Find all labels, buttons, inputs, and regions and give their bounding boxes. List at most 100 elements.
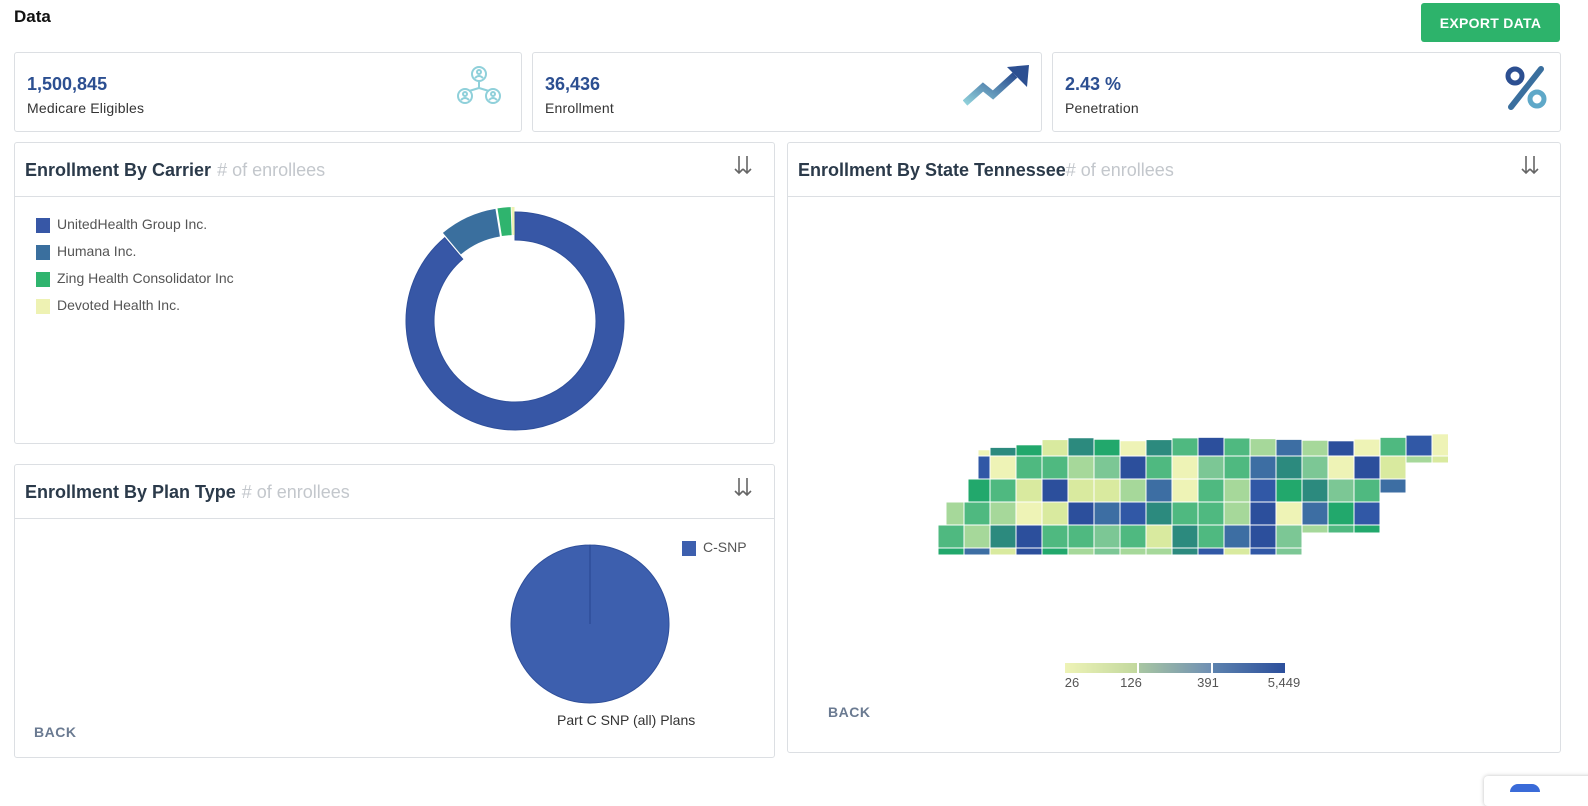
county-region[interactable] (1145, 524, 1173, 549)
county-region[interactable] (1197, 547, 1225, 556)
county-region[interactable] (1171, 524, 1199, 549)
pie-slice-zing-health-consolidator-inc[interactable] (497, 207, 512, 237)
county-region[interactable] (1327, 524, 1355, 534)
county-region[interactable] (989, 478, 1017, 503)
county-region[interactable] (1327, 501, 1355, 526)
county-region[interactable] (1223, 524, 1251, 549)
county-region[interactable] (1379, 478, 1407, 494)
county-region[interactable] (1275, 524, 1303, 549)
county-region[interactable] (963, 501, 991, 526)
county-region[interactable] (1301, 524, 1329, 534)
county-region[interactable] (1067, 455, 1095, 480)
county-region[interactable] (1249, 438, 1277, 457)
county-region[interactable] (989, 547, 1017, 556)
county-region[interactable] (1249, 501, 1277, 526)
pie-slice-humana-inc[interactable] (442, 208, 500, 255)
county-region[interactable] (1223, 478, 1251, 503)
county-region[interactable] (1379, 455, 1407, 480)
county-region[interactable] (1301, 478, 1329, 503)
county-region[interactable] (1223, 437, 1251, 457)
county-region[interactable] (1119, 440, 1147, 457)
county-region[interactable] (1327, 440, 1355, 457)
county-region[interactable] (1327, 478, 1355, 503)
county-region[interactable] (989, 524, 1017, 549)
county-region[interactable] (1197, 478, 1225, 503)
county-region[interactable] (1041, 439, 1069, 457)
county-region[interactable] (1015, 455, 1043, 480)
county-region[interactable] (1431, 433, 1448, 457)
sort-icon[interactable] (732, 476, 754, 498)
county-region[interactable] (1249, 455, 1277, 480)
county-region[interactable] (1353, 501, 1381, 526)
county-region[interactable] (1353, 478, 1381, 503)
county-region[interactable] (1405, 455, 1433, 464)
county-region[interactable] (967, 478, 991, 503)
county-region[interactable] (1249, 478, 1277, 503)
county-region[interactable] (1041, 524, 1069, 549)
county-region[interactable] (1067, 437, 1095, 457)
county-region[interactable] (1171, 547, 1199, 556)
county-region[interactable] (1015, 444, 1043, 457)
county-region[interactable] (1093, 455, 1121, 480)
county-region[interactable] (1275, 501, 1303, 526)
county-region[interactable] (1275, 478, 1303, 503)
county-region[interactable] (1405, 434, 1433, 457)
floating-widget[interactable] (1484, 776, 1588, 806)
county-region[interactable] (977, 455, 991, 480)
county-region[interactable] (1171, 437, 1199, 457)
county-region[interactable] (1301, 501, 1329, 526)
county-region[interactable] (1353, 438, 1381, 457)
county-region[interactable] (1223, 547, 1251, 556)
county-region[interactable] (1145, 439, 1173, 457)
county-region[interactable] (1431, 455, 1448, 464)
back-button[interactable]: BACK (34, 724, 77, 740)
county-region[interactable] (1353, 455, 1381, 480)
county-region[interactable] (989, 446, 1017, 457)
county-region[interactable] (1119, 478, 1147, 503)
sort-icon[interactable] (732, 154, 754, 176)
county-region[interactable] (1275, 438, 1303, 457)
county-region[interactable] (1223, 501, 1251, 526)
county-region[interactable] (977, 449, 991, 457)
pie-slice-unitedhealth-group-inc[interactable] (405, 211, 625, 431)
county-region[interactable] (1171, 455, 1199, 480)
county-region[interactable] (1171, 501, 1199, 526)
county-region[interactable] (963, 547, 991, 556)
pie-slice-devoted-health-inc[interactable] (511, 207, 515, 236)
county-region[interactable] (1197, 436, 1225, 457)
county-region[interactable] (1353, 524, 1381, 534)
county-region[interactable] (1119, 524, 1147, 549)
county-region[interactable] (1041, 478, 1069, 503)
county-region[interactable] (1093, 547, 1121, 556)
county-region[interactable] (1249, 547, 1277, 556)
county-region[interactable] (1015, 478, 1043, 503)
county-region[interactable] (1067, 501, 1095, 526)
county-region[interactable] (1015, 501, 1043, 526)
county-region[interactable] (1041, 455, 1069, 480)
county-region[interactable] (1119, 501, 1147, 526)
county-region[interactable] (1145, 478, 1173, 503)
county-region[interactable] (1093, 501, 1121, 526)
county-region[interactable] (938, 547, 965, 556)
county-region[interactable] (1119, 547, 1147, 556)
county-region[interactable] (1197, 455, 1225, 480)
back-button[interactable]: BACK (828, 704, 871, 720)
county-region[interactable] (1145, 501, 1173, 526)
county-region[interactable] (989, 455, 1017, 480)
export-data-button[interactable]: EXPORT DATA (1421, 3, 1560, 42)
county-region[interactable] (1093, 438, 1121, 457)
county-region[interactable] (1275, 547, 1303, 556)
county-region[interactable] (1275, 455, 1303, 480)
county-region[interactable] (1119, 455, 1147, 480)
county-region[interactable] (1301, 439, 1329, 457)
county-region[interactable] (1197, 524, 1225, 549)
county-region[interactable] (1067, 478, 1095, 503)
county-region[interactable] (1015, 547, 1043, 556)
county-region[interactable] (1067, 524, 1095, 549)
county-region[interactable] (1015, 524, 1043, 549)
county-region[interactable] (1327, 455, 1355, 480)
county-region[interactable] (1067, 547, 1095, 556)
county-region[interactable] (1145, 547, 1173, 556)
county-region[interactable] (1145, 455, 1173, 480)
county-region[interactable] (1093, 478, 1121, 503)
